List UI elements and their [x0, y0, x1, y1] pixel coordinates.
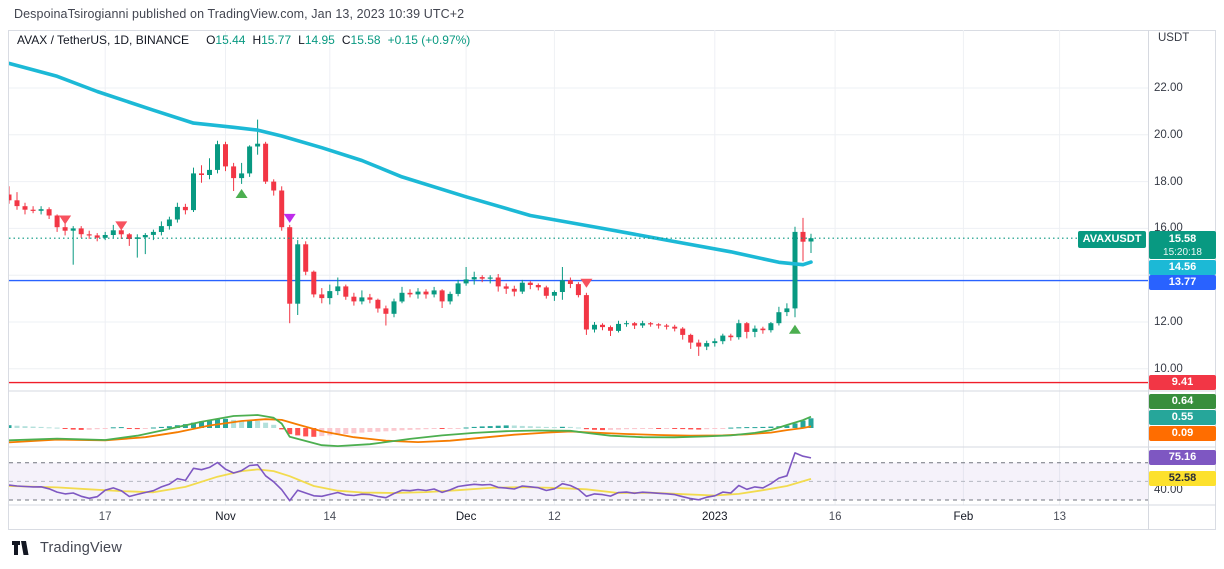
price-axis-tick: 10.00 — [1154, 362, 1183, 375]
rsi-ma-value-tag: 52.58 — [1149, 471, 1216, 486]
high-label: H — [252, 33, 262, 47]
rsi-axis-tick: 40.00 — [1154, 484, 1183, 496]
price-axis-tick: 18.00 — [1154, 175, 1183, 188]
rsi-value-tag: 75.16 — [1149, 450, 1216, 465]
time-axis-tick: Nov — [215, 511, 236, 523]
low-label: L — [298, 33, 305, 47]
change-value: +0.15 (+0.97%) — [387, 33, 471, 47]
price-axis-tick: 22.00 — [1154, 82, 1183, 94]
high-value: 15.77 — [261, 33, 292, 47]
price-axis-tick: 12.00 — [1154, 316, 1183, 328]
hline-value-tag: 13.77 — [1149, 274, 1216, 290]
open-label: O — [206, 33, 216, 47]
bar-countdown: 15:20:18 — [1163, 247, 1202, 258]
time-axis-tick: 2023 — [702, 511, 728, 523]
open-value: 15.44 — [215, 33, 246, 47]
chart-container — [8, 30, 1216, 530]
support-value-tag: 9.41 — [1149, 375, 1216, 390]
low-value: 14.95 — [304, 33, 335, 47]
price-axis-currency: USDT — [1158, 32, 1190, 44]
tradingview-logo-icon[interactable] — [12, 541, 33, 555]
macd-signal-value-tag: 0.09 — [1149, 426, 1216, 441]
last-price-value: 15.58 — [1168, 233, 1197, 245]
time-axis-tick: 13 — [1053, 511, 1066, 523]
time-axis-tick: 12 — [547, 511, 561, 523]
ma-value-tag: 14.56 — [1149, 259, 1216, 275]
time-axis-tick: Dec — [455, 511, 477, 523]
close-label: C — [341, 33, 351, 47]
time-axis-tick: 14 — [323, 511, 337, 523]
tradingview-brand-text[interactable]: TradingView — [40, 540, 122, 556]
time-axis-tick: 17 — [98, 511, 112, 523]
price-axis-tick: 20.00 — [1154, 128, 1183, 141]
time-axis-tick: Feb — [953, 511, 974, 523]
footer: TradingView — [12, 540, 122, 556]
macd-hist-value-tag: 0.55 — [1149, 410, 1216, 425]
last-price-tag: 15.58 15:20:18 — [1149, 231, 1216, 259]
time-axis-tick: 16 — [828, 511, 842, 523]
chart-legend[interactable]: AVAX / TetherUS, 1D, BINANCE O15.44 H15.77… — [17, 33, 470, 47]
symbol-price-flag: AVAXUSDT — [1078, 231, 1146, 248]
macd-line-value-tag: 0.64 — [1149, 394, 1216, 409]
close-value: 15.58 — [350, 33, 381, 47]
symbol-title[interactable]: AVAX / TetherUS, 1D, BINANCE — [17, 33, 190, 47]
attribution-text: DespoinaTsirogianni published on Trading… — [14, 7, 465, 21]
